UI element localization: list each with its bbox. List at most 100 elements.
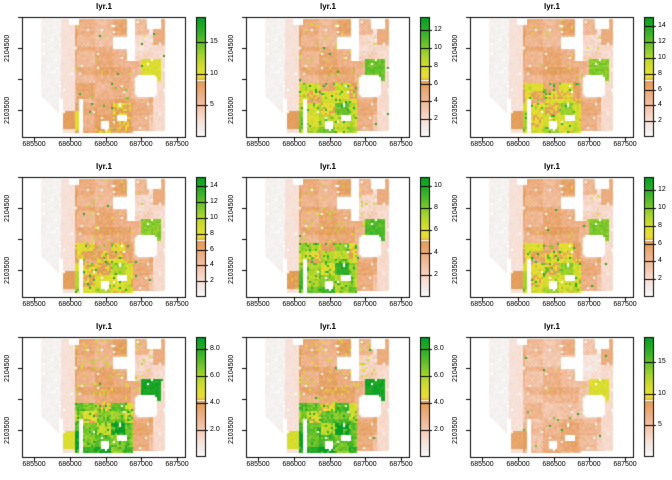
x-axis-tick-label: 687000: [129, 141, 153, 148]
x-axis-tick-label: 687500: [165, 301, 189, 308]
x-axis-tick-label: 687500: [389, 301, 413, 308]
x-axis-tick-label: 687000: [129, 461, 153, 468]
x-axis-tick-label: 685500: [470, 301, 494, 308]
x-axis-tick-label: 686500: [318, 301, 342, 308]
x-axis-tick-label: 687000: [577, 461, 601, 468]
x-axis-tick-label: 687500: [389, 461, 413, 468]
map-panel: lyr.1 685500 686000 686500 687000 687500…: [0, 160, 224, 320]
panel-title: lyr.1: [543, 162, 560, 171]
legend-tick-label: 2: [434, 115, 438, 122]
legend-tick-label: 2: [434, 271, 438, 278]
raster-map-canvas: [0, 0, 224, 160]
y-axis-tick-label: 2104500: [4, 354, 11, 382]
legend-tick-label: 2: [210, 277, 214, 284]
x-axis-tick-label: 687500: [389, 141, 413, 148]
y-axis-tick-label: 2104500: [4, 34, 11, 62]
map-panel: lyr.1 685500 686000 686500 687000 687500…: [224, 320, 448, 480]
x-axis-tick-label: 686000: [58, 141, 82, 148]
y-axis-tick-label: 2103500: [452, 96, 459, 124]
map-panel: lyr.1 685500 686000 686500 687000 687500…: [448, 0, 672, 160]
legend-tick-label: 12: [658, 38, 666, 45]
x-axis-tick-label: 686000: [506, 461, 530, 468]
legend-tick-label: 8.0: [434, 345, 444, 352]
x-axis-tick-label: 687500: [165, 141, 189, 148]
map-panel: lyr.1 685500 686000 686500 687000 687500…: [0, 320, 224, 480]
x-axis-tick-label: 686500: [542, 301, 566, 308]
x-axis-tick-label: 685500: [246, 461, 270, 468]
x-axis-tick-label: 686500: [542, 461, 566, 468]
y-axis-tick-label: 2104500: [452, 354, 459, 382]
panel-title: lyr.1: [95, 322, 112, 331]
x-axis-tick-label: 687000: [353, 301, 377, 308]
raster-map-canvas: [448, 160, 672, 320]
panel-title: lyr.1: [319, 2, 336, 11]
panel-title: lyr.1: [319, 322, 336, 331]
legend-tick-label: 15: [658, 358, 666, 365]
legend-tick-label: 8: [434, 204, 438, 211]
x-axis-tick-label: 687000: [353, 461, 377, 468]
legend-tick-label: 10: [210, 214, 218, 221]
legend-tick-label: 12: [658, 186, 666, 193]
x-axis-tick-label: 685500: [246, 141, 270, 148]
y-axis-tick-label: 2104500: [228, 194, 235, 222]
raster-map-canvas: [0, 320, 224, 480]
x-axis-tick-label: 687000: [577, 301, 601, 308]
legend-tick-label: 4.0: [434, 399, 444, 406]
raster-map-canvas: [448, 0, 672, 160]
y-axis-tick-label: 2103500: [4, 96, 11, 124]
legend-tick-label: 6.0: [434, 372, 444, 379]
x-axis-tick-label: 687500: [613, 461, 637, 468]
x-axis-tick-label: 686500: [318, 461, 342, 468]
x-axis-tick-label: 687000: [129, 301, 153, 308]
legend-tick-label: 2.0: [434, 426, 444, 433]
y-axis-tick-label: 2103500: [452, 416, 459, 444]
x-axis-tick-label: 686000: [282, 461, 306, 468]
legend-tick-label: 5: [658, 421, 662, 428]
legend-tick-label: 8: [658, 70, 662, 77]
legend-tick-label: 4: [434, 249, 438, 256]
map-panel: lyr.1 685500 686000 686500 687000 687500…: [0, 0, 224, 160]
legend-tick-label: 12: [434, 26, 442, 33]
x-axis-tick-label: 686500: [318, 141, 342, 148]
x-axis-tick-label: 686500: [94, 141, 118, 148]
x-axis-tick-label: 685500: [470, 141, 494, 148]
y-axis-tick-label: 2104500: [452, 194, 459, 222]
legend-tick-label: 10: [434, 44, 442, 51]
raster-map-canvas: [224, 320, 448, 480]
raster-map-canvas: [448, 320, 672, 480]
legend-tick-label: 14: [658, 22, 666, 29]
x-axis-tick-label: 685500: [246, 301, 270, 308]
legend-tick-label: 4.0: [210, 399, 220, 406]
legend-tick-label: 14: [210, 182, 218, 189]
x-axis-tick-label: 685500: [22, 461, 46, 468]
panel-title: lyr.1: [543, 2, 560, 11]
legend-tick-label: 15: [210, 38, 218, 45]
legend-tick-label: 2: [658, 117, 662, 124]
raster-map-canvas: [224, 0, 448, 160]
map-panel: lyr.1 685500 686000 686500 687000 687500…: [448, 320, 672, 480]
y-axis-tick-label: 2103500: [228, 256, 235, 284]
legend-tick-label: 6: [658, 86, 662, 93]
map-panel: lyr.1 685500 686000 686500 687000 687500…: [448, 160, 672, 320]
legend-tick-label: 2: [658, 275, 662, 282]
legend-tick-label: 10: [210, 70, 218, 77]
legend-tick-label: 6.0: [210, 372, 220, 379]
y-axis-tick-label: 2104500: [452, 34, 459, 62]
y-axis-tick-label: 2103500: [4, 416, 11, 444]
x-axis-tick-label: 685500: [470, 461, 494, 468]
x-axis-tick-label: 685500: [22, 141, 46, 148]
legend-tick-label: 12: [210, 198, 218, 205]
x-axis-tick-label: 686000: [58, 461, 82, 468]
legend-tick-label: 8: [434, 62, 438, 69]
legend-tick-label: 4: [434, 97, 438, 104]
x-axis-tick-label: 687500: [613, 301, 637, 308]
raster-map-canvas: [0, 160, 224, 320]
legend-tick-label: 4: [658, 257, 662, 264]
x-axis-tick-label: 685500: [22, 301, 46, 308]
x-axis-tick-label: 687000: [577, 141, 601, 148]
legend-tick-label: 2.0: [210, 426, 220, 433]
legend-tick-label: 8.0: [210, 345, 220, 352]
y-axis-tick-label: 2103500: [4, 256, 11, 284]
x-axis-tick-label: 687500: [613, 141, 637, 148]
